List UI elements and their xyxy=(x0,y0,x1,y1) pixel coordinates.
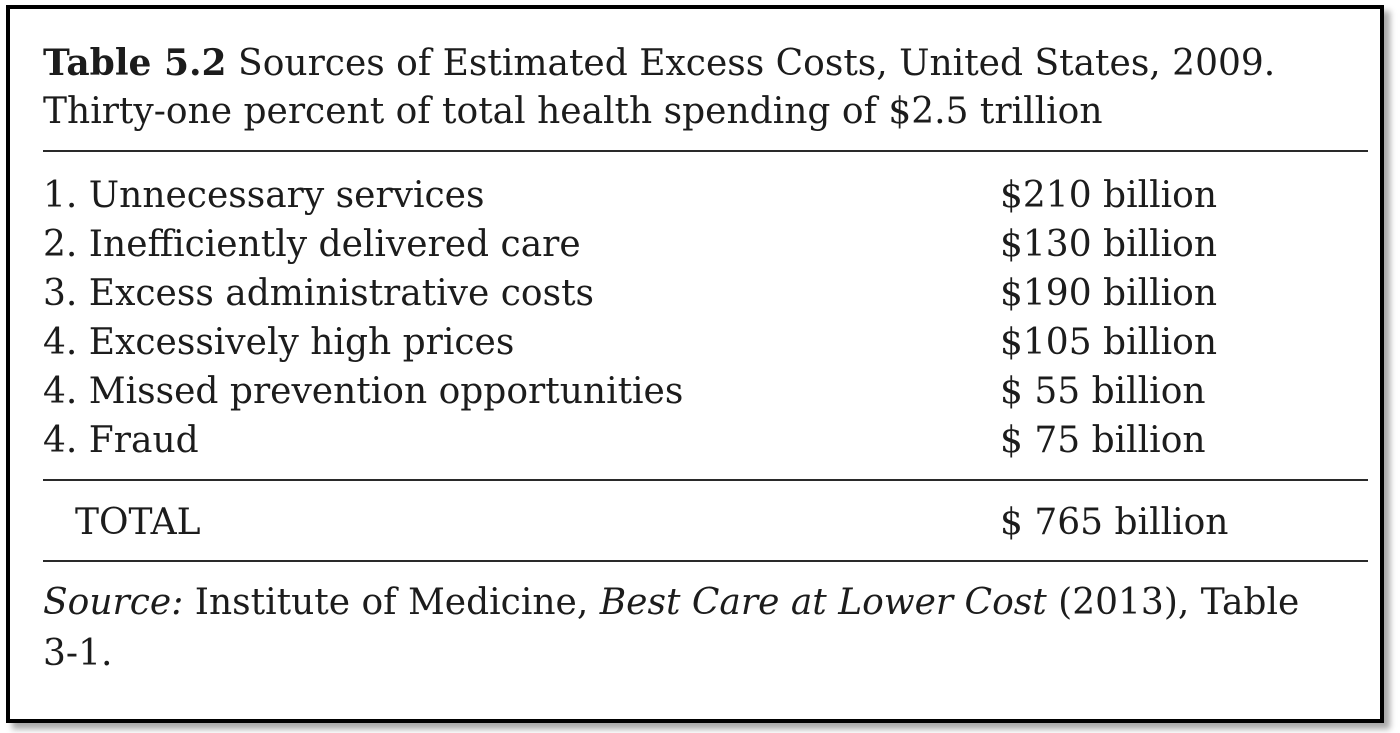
source-note: Source: Institute of Medicine, Best Care… xyxy=(43,577,1343,679)
table-title-line2: Thirty-one percent of total health spend… xyxy=(43,91,1103,132)
source-text2: (2013), Table 3-1. xyxy=(43,582,1300,674)
row-label: 1. Unnecessary services xyxy=(43,175,485,216)
table-title-line1: Sources of Estimated Excess Costs, Unite… xyxy=(238,43,1276,84)
row-amount: $130 billion xyxy=(1000,224,1218,265)
total-label: TOTAL xyxy=(75,502,201,543)
table-frame: Table 5.2 Sources of Estimated Excess Co… xyxy=(6,5,1384,723)
row-label: 2. Inefficiently delivered care xyxy=(43,224,581,265)
table-row: 1. Unnecessary services $210 billion xyxy=(43,171,1368,220)
row-amount: $ 75 billion xyxy=(1000,420,1206,461)
table-title: Table 5.2 Sources of Estimated Excess Co… xyxy=(43,39,1275,136)
row-amount: $190 billion xyxy=(1000,273,1218,314)
source-label: Source: xyxy=(43,582,184,623)
row-amount: $210 billion xyxy=(1000,175,1218,216)
row-amount: $105 billion xyxy=(1000,322,1218,363)
row-label: 4. Fraud xyxy=(43,420,199,461)
total-rule xyxy=(43,479,1368,481)
top-rule xyxy=(43,150,1368,152)
row-amount: $ 55 billion xyxy=(1000,371,1206,412)
table-row: 2. Inefficiently delivered care $130 bil… xyxy=(43,220,1368,269)
source-text1: Institute of Medicine, xyxy=(183,582,600,623)
row-label: 4. Missed prevention opportunities xyxy=(43,371,684,412)
table-row: 4. Excessively high prices $105 billion xyxy=(43,318,1368,367)
table-row: 4. Fraud $ 75 billion xyxy=(43,416,1368,465)
cost-rows: 1. Unnecessary services $210 billion 2. … xyxy=(43,171,1368,465)
total-row: TOTAL $ 765 billion xyxy=(43,497,1368,549)
table-row: 3. Excess administrative costs $190 bill… xyxy=(43,269,1368,318)
table-row: 4. Missed prevention opportunities $ 55 … xyxy=(43,367,1368,416)
total-amount: $ 765 billion xyxy=(1000,502,1229,543)
bottom-rule xyxy=(43,560,1368,562)
row-label: 4. Excessively high prices xyxy=(43,322,515,363)
table-label: Table 5.2 xyxy=(43,42,227,84)
row-label: 3. Excess administrative costs xyxy=(43,273,595,314)
source-work-title: Best Care at Lower Cost xyxy=(599,582,1047,623)
